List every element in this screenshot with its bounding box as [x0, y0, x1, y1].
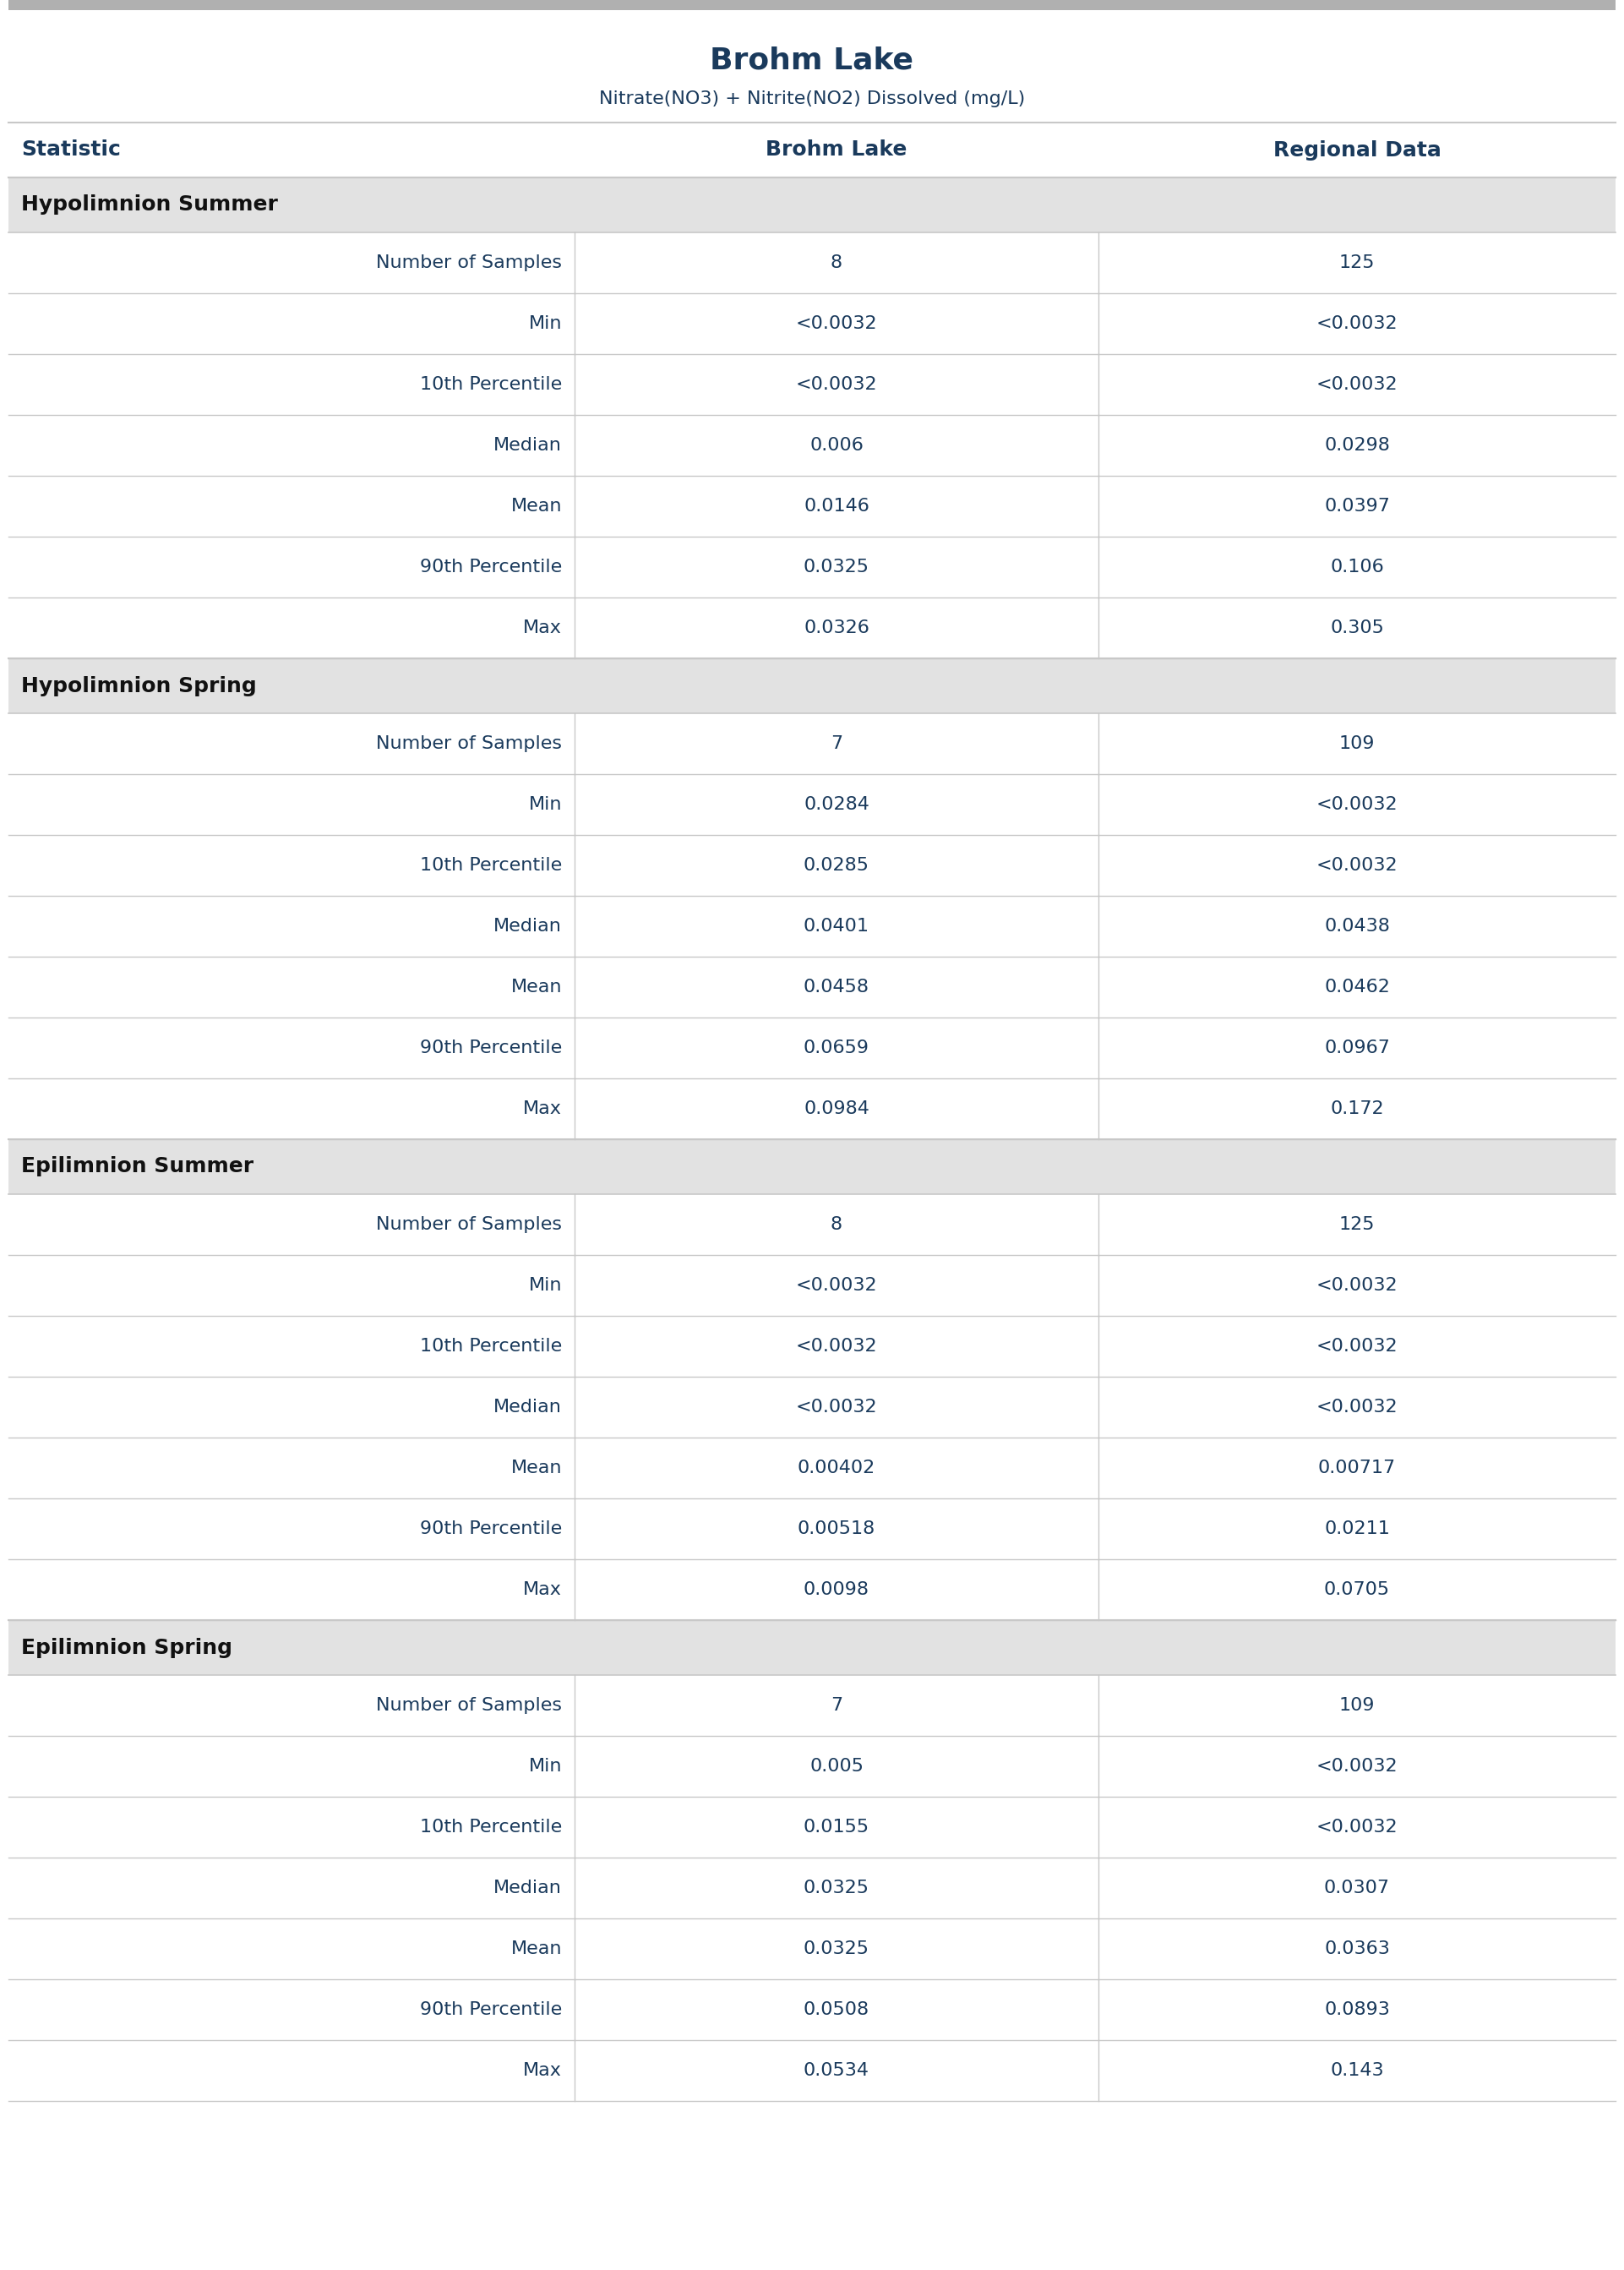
Text: 0.0397: 0.0397	[1324, 497, 1390, 515]
Text: 8: 8	[830, 1217, 843, 1233]
Text: 0.0984: 0.0984	[804, 1101, 869, 1117]
Bar	[8, 0, 1616, 9]
Text: Statistic: Statistic	[21, 141, 120, 161]
Text: 0.0893: 0.0893	[1324, 2002, 1390, 2018]
Text: 90th Percentile: 90th Percentile	[419, 1040, 562, 1056]
Text: Number of Samples: Number of Samples	[377, 1698, 562, 1714]
Text: Number of Samples: Number of Samples	[377, 735, 562, 751]
Text: Mean: Mean	[512, 978, 562, 997]
Text: 0.00518: 0.00518	[797, 1521, 875, 1537]
Text: 0.0211: 0.0211	[1324, 1521, 1390, 1537]
Text: 0.0098: 0.0098	[804, 1582, 869, 1598]
Text: 109: 109	[1340, 1698, 1376, 1714]
Bar	[8, 658, 1616, 713]
Text: 8: 8	[830, 254, 843, 272]
Text: 0.0705: 0.0705	[1324, 1582, 1390, 1598]
Text: Regional Data: Regional Data	[1273, 141, 1440, 161]
Text: 0.0325: 0.0325	[804, 1941, 869, 1957]
Text: Median: Median	[494, 1398, 562, 1416]
Text: <0.0032: <0.0032	[1315, 1398, 1398, 1416]
Text: Number of Samples: Number of Samples	[377, 1217, 562, 1233]
Text: 0.0325: 0.0325	[804, 558, 869, 577]
Text: <0.0032: <0.0032	[796, 1278, 877, 1294]
Text: <0.0032: <0.0032	[1315, 1757, 1398, 1775]
Text: 0.305: 0.305	[1330, 620, 1384, 636]
Text: Max: Max	[523, 620, 562, 636]
Text: Epilimnion Spring: Epilimnion Spring	[21, 1637, 232, 1657]
Text: 0.143: 0.143	[1330, 2061, 1384, 2079]
Text: 0.0285: 0.0285	[804, 858, 869, 874]
Text: 0.0458: 0.0458	[804, 978, 869, 997]
Text: 0.0508: 0.0508	[804, 2002, 869, 2018]
Text: Mean: Mean	[512, 1941, 562, 1957]
Text: 7: 7	[830, 735, 843, 751]
Text: 0.0659: 0.0659	[804, 1040, 869, 1056]
Bar	[8, 1140, 1616, 1194]
Text: Median: Median	[494, 436, 562, 454]
Text: 0.0325: 0.0325	[804, 1880, 869, 1895]
Text: Mean: Mean	[512, 497, 562, 515]
Text: <0.0032: <0.0032	[1315, 316, 1398, 331]
Text: 0.0284: 0.0284	[804, 797, 869, 813]
Text: <0.0032: <0.0032	[1315, 377, 1398, 393]
Text: 0.0146: 0.0146	[804, 497, 869, 515]
Text: 90th Percentile: 90th Percentile	[419, 1521, 562, 1537]
Text: 90th Percentile: 90th Percentile	[419, 558, 562, 577]
Text: Epilimnion Summer: Epilimnion Summer	[21, 1155, 253, 1176]
Text: 10th Percentile: 10th Percentile	[419, 1818, 562, 1836]
Text: Hypolimnion Spring: Hypolimnion Spring	[21, 676, 257, 697]
Text: Min: Min	[528, 1278, 562, 1294]
Text: <0.0032: <0.0032	[1315, 797, 1398, 813]
Text: <0.0032: <0.0032	[1315, 858, 1398, 874]
Text: 0.0307: 0.0307	[1324, 1880, 1390, 1895]
Text: 0.0326: 0.0326	[804, 620, 869, 636]
Text: <0.0032: <0.0032	[796, 316, 877, 331]
Text: <0.0032: <0.0032	[796, 377, 877, 393]
Text: 0.0967: 0.0967	[1324, 1040, 1390, 1056]
Text: 0.0155: 0.0155	[804, 1818, 869, 1836]
Text: <0.0032: <0.0032	[1315, 1278, 1398, 1294]
Text: 10th Percentile: 10th Percentile	[419, 1337, 562, 1355]
Text: Max: Max	[523, 1101, 562, 1117]
Text: Nitrate(NO3) + Nitrite(NO2) Dissolved (mg/L): Nitrate(NO3) + Nitrite(NO2) Dissolved (m…	[599, 91, 1025, 107]
Text: 109: 109	[1340, 735, 1376, 751]
Text: <0.0032: <0.0032	[796, 1337, 877, 1355]
Text: 0.005: 0.005	[809, 1757, 864, 1775]
Text: 10th Percentile: 10th Percentile	[419, 377, 562, 393]
Text: Brohm Lake: Brohm Lake	[710, 45, 914, 75]
Text: Number of Samples: Number of Samples	[377, 254, 562, 272]
Text: 125: 125	[1340, 254, 1376, 272]
Text: 0.106: 0.106	[1330, 558, 1384, 577]
Bar	[8, 177, 1616, 232]
Text: 0.00402: 0.00402	[797, 1460, 875, 1476]
Text: Min: Min	[528, 316, 562, 331]
Text: 0.0534: 0.0534	[804, 2061, 869, 2079]
Bar	[8, 1621, 1616, 1675]
Text: 0.0363: 0.0363	[1324, 1941, 1390, 1957]
Text: <0.0032: <0.0032	[1315, 1818, 1398, 1836]
Text: 0.0401: 0.0401	[804, 917, 869, 935]
Text: Max: Max	[523, 1582, 562, 1598]
Text: Min: Min	[528, 797, 562, 813]
Text: <0.0032: <0.0032	[1315, 1337, 1398, 1355]
Text: 90th Percentile: 90th Percentile	[419, 2002, 562, 2018]
Text: Hypolimnion Summer: Hypolimnion Summer	[21, 195, 278, 216]
Text: Brohm Lake: Brohm Lake	[767, 141, 908, 161]
Text: <0.0032: <0.0032	[796, 1398, 877, 1416]
Text: Median: Median	[494, 1880, 562, 1895]
Text: 0.00717: 0.00717	[1319, 1460, 1397, 1476]
Text: 125: 125	[1340, 1217, 1376, 1233]
Text: 0.172: 0.172	[1330, 1101, 1384, 1117]
Text: Mean: Mean	[512, 1460, 562, 1476]
Text: Max: Max	[523, 2061, 562, 2079]
Text: 10th Percentile: 10th Percentile	[419, 858, 562, 874]
Text: 0.006: 0.006	[809, 436, 864, 454]
Text: 7: 7	[830, 1698, 843, 1714]
Text: Min: Min	[528, 1757, 562, 1775]
Text: 0.0462: 0.0462	[1324, 978, 1390, 997]
Text: 0.0298: 0.0298	[1324, 436, 1390, 454]
Text: Median: Median	[494, 917, 562, 935]
Text: 0.0438: 0.0438	[1324, 917, 1390, 935]
